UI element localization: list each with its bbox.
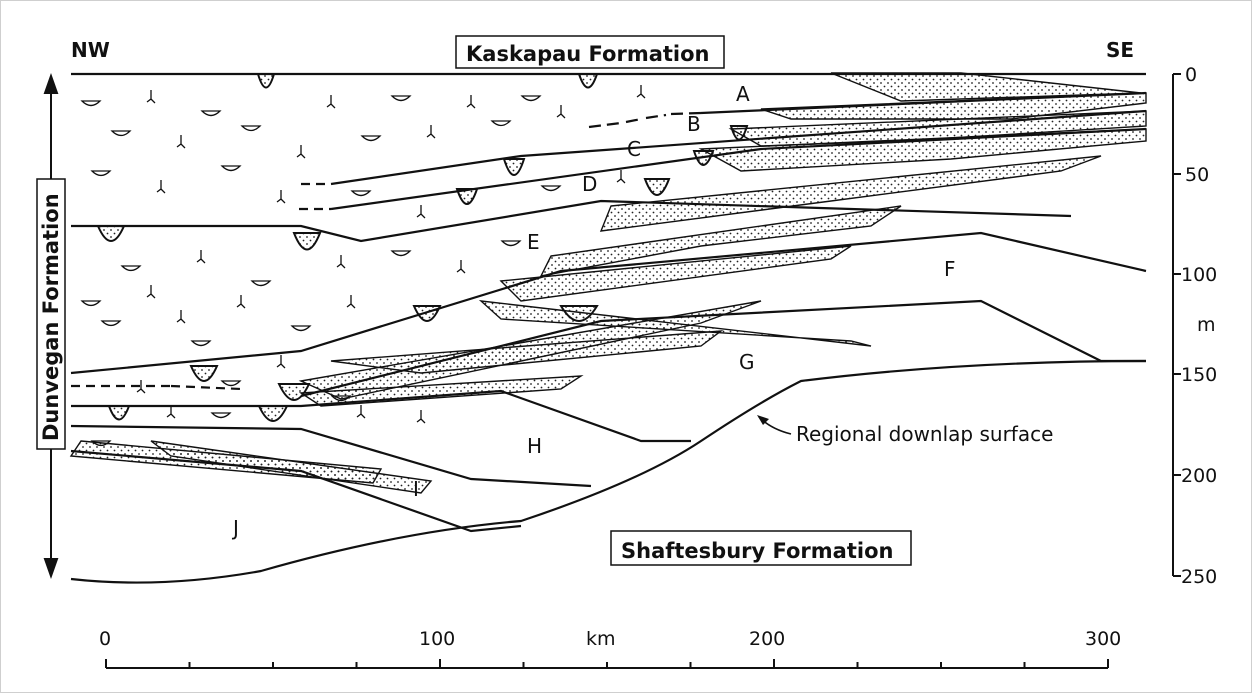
unit-i: I [413,477,419,501]
unit-j: J [231,516,239,540]
depth-tick-200: 200 [1181,465,1217,487]
unit-a: A [736,82,750,106]
distance-unit: km [586,628,616,650]
unit-e: E [527,230,540,254]
distance-tick-200: 200 [749,628,785,650]
dunvegan-label: Dunvegan Formation [39,193,63,441]
unit-d: D [582,172,597,196]
sand-tongues [69,72,1147,494]
corner-se: SE [1106,38,1134,62]
distance-axis [105,659,1109,669]
pebble-texture [80,85,646,447]
distance-tick-300: 300 [1085,628,1121,650]
channel-fills [96,73,749,422]
unit-c: C [627,137,641,161]
unit-b: B [687,112,701,136]
depth-tick-250: 250 [1181,566,1217,588]
depth-tick-50: 50 [1185,164,1209,186]
unit-f: F [944,257,956,281]
depth-tick-100: 100 [1181,264,1217,286]
distance-tick-0: 0 [99,628,111,650]
depth-axis [1172,73,1181,577]
boundary-lines [70,72,1147,584]
kaskapau-label: Kaskapau Formation [466,42,710,66]
downlap-label: Regional downlap surface [796,422,1053,446]
depth-tick-0: 0 [1185,64,1197,86]
shaftesbury-label: Shaftesbury Formation [621,539,893,563]
distance-tick-100: 100 [419,628,455,650]
depth-unit: m [1197,314,1216,336]
downlap-arrowhead [757,415,769,425]
depth-tick-150: 150 [1181,364,1217,386]
unit-h: H [527,434,542,458]
dunvegan-label-box [36,178,66,450]
unit-g: G [739,350,755,374]
shaftesbury-box [610,530,912,566]
corner-nw: NW [71,38,110,62]
kaskapau-box [455,35,725,69]
